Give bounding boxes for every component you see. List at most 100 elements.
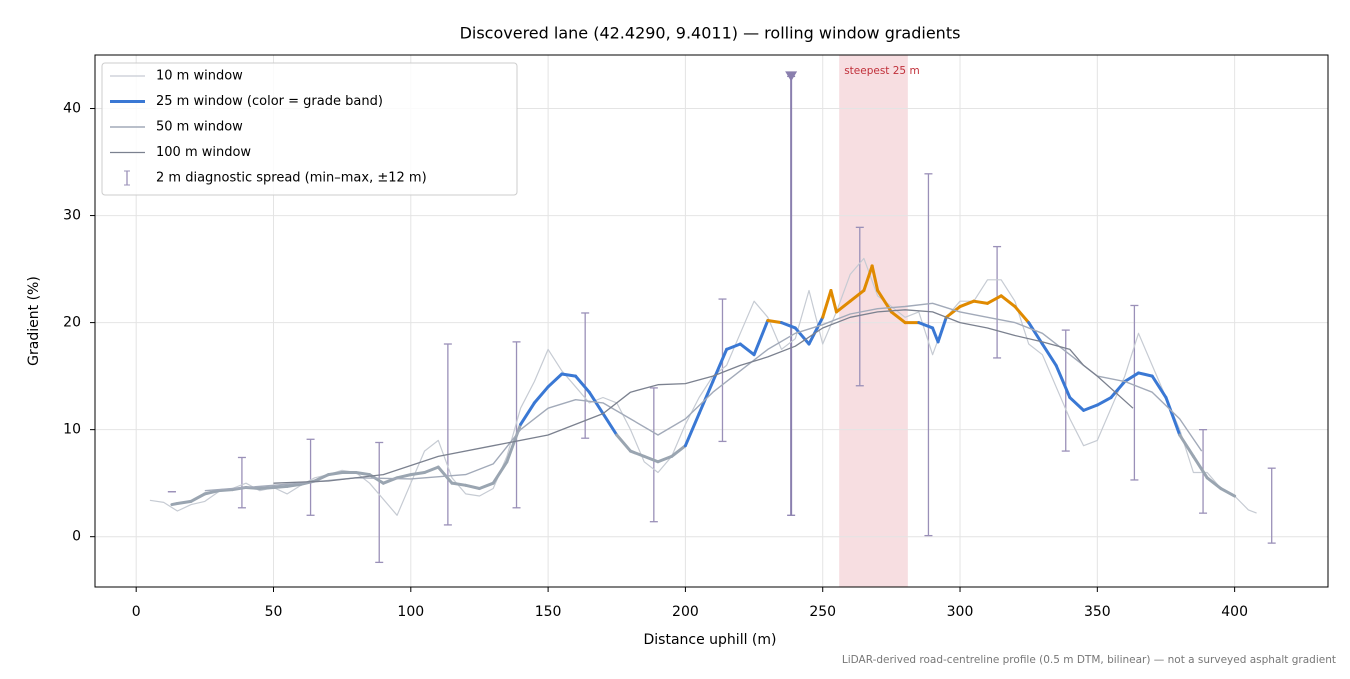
line-segment [258, 485, 275, 491]
line-segment [944, 305, 962, 319]
line-segment [354, 470, 372, 477]
line-segment [793, 326, 811, 346]
line-segment [615, 433, 632, 453]
line-segment [1205, 476, 1223, 491]
line-segment [834, 299, 852, 314]
line-segment [628, 449, 646, 458]
line-segment [1123, 371, 1141, 383]
highlight-span [839, 55, 908, 587]
line [273, 309, 1134, 484]
line-segment [217, 488, 234, 493]
line-segment [1109, 379, 1127, 400]
line-segment [848, 288, 866, 303]
line-segment [395, 473, 413, 480]
plot-area [149, 71, 1276, 564]
line-segment [560, 372, 578, 378]
line-segment [285, 482, 303, 488]
line-segment [1095, 396, 1113, 407]
line-segment [505, 422, 523, 464]
line-segment [683, 412, 701, 448]
line-segment [271, 484, 289, 489]
line-segment [519, 401, 536, 426]
line-segment [870, 264, 880, 292]
highlight-label: steepest 25 m [844, 65, 919, 77]
line-segment [491, 460, 509, 485]
y-tick-label: 10 [63, 422, 81, 438]
line-segment [1040, 342, 1058, 367]
line-segment [436, 465, 454, 485]
line-segment [821, 288, 833, 319]
y-tick-label: 40 [63, 101, 81, 117]
legend-label: 2 m diagnostic spread (min–max, ±12 m) [156, 171, 427, 186]
line-segment [587, 390, 605, 416]
x-tick-label: 200 [672, 604, 699, 620]
line-segment [423, 465, 440, 474]
line-segment [697, 379, 715, 416]
line-segment [829, 288, 838, 314]
line-segment [931, 326, 940, 344]
line-segment [656, 454, 674, 464]
y-tick-label: 30 [63, 208, 81, 224]
line-segment [711, 347, 729, 383]
line-segment [1068, 396, 1086, 412]
plot-frame [94, 54, 1329, 588]
line-segment [766, 318, 784, 325]
line-segment [574, 374, 591, 394]
x-tick-label: 0 [132, 604, 141, 620]
x-tick-label: 250 [809, 604, 836, 620]
legend-label: 100 m window [156, 145, 251, 160]
line-segment [1178, 433, 1195, 458]
x-tick-label: 50 [265, 604, 283, 620]
line-segment [670, 444, 687, 458]
x-tick-label: 300 [947, 604, 974, 620]
legend-label: 10 m window [156, 69, 243, 84]
x-tick-label: 350 [1084, 604, 1111, 620]
line-segment [477, 481, 495, 491]
line-segment [1027, 321, 1044, 346]
line-segment [725, 342, 742, 351]
line-segment [780, 321, 797, 330]
line-segment [917, 321, 935, 330]
line-segment [889, 310, 907, 325]
y-tick-label: 0 [72, 529, 81, 545]
line-segment [862, 264, 874, 292]
line-segment [1164, 396, 1182, 437]
line-segment [189, 492, 207, 503]
line-segment [313, 473, 330, 483]
line-segment [203, 489, 221, 496]
legend-label: 50 m window [156, 120, 243, 135]
line-segment [958, 299, 976, 309]
line-segment [601, 412, 619, 437]
line-segment [450, 481, 468, 487]
line-segment [642, 454, 660, 464]
line-segment [175, 499, 193, 506]
line-segment [807, 315, 825, 346]
line-segment [1137, 371, 1154, 378]
footnote: LiDAR-derived road-centreline profile (0… [842, 654, 1336, 666]
legend-label: 25 m window (color = grade band) [156, 94, 383, 109]
line-segment [752, 318, 770, 357]
y-axis-label: Gradient (%) [26, 276, 42, 366]
line-segment [1082, 403, 1099, 412]
line-segment [936, 315, 948, 344]
line-segment [326, 470, 344, 477]
line-segment [999, 294, 1017, 309]
line-segment [1191, 454, 1209, 480]
x-axis-label: Distance uphill (m) [644, 632, 777, 648]
chart-title: Discovered lane (42.4290, 9.4011) — roll… [460, 24, 961, 43]
line-segment [1219, 487, 1237, 498]
legend-box [101, 62, 518, 196]
x-tick-label: 150 [535, 604, 562, 620]
error-marker [785, 71, 798, 82]
x-tick-label: 400 [1221, 604, 1248, 620]
line-segment [1150, 374, 1168, 400]
line-segment [532, 385, 550, 405]
line-segment [972, 299, 989, 305]
x-tick-label: 100 [397, 604, 424, 620]
line-segment [1013, 305, 1031, 325]
line-segment [738, 342, 756, 357]
y-tick-label: 20 [63, 315, 81, 331]
line-segment [409, 470, 427, 477]
line-segment [464, 483, 481, 491]
